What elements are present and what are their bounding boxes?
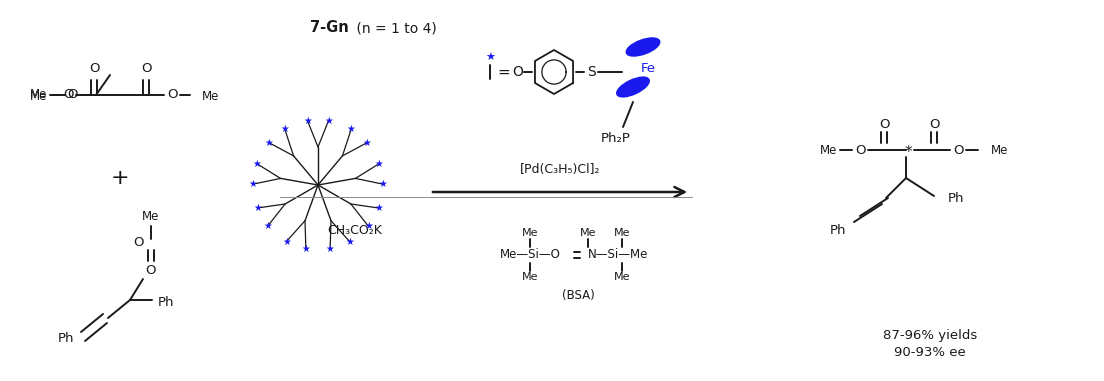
Text: ★: ★ — [253, 158, 262, 169]
Text: ★: ★ — [326, 244, 335, 254]
Text: O: O — [928, 118, 940, 131]
Text: ★: ★ — [264, 221, 273, 231]
Text: ★: ★ — [485, 53, 495, 63]
Text: ★: ★ — [374, 203, 383, 213]
Text: O: O — [512, 65, 523, 79]
Text: ★: ★ — [363, 138, 371, 148]
Text: O: O — [67, 88, 78, 101]
Text: Me: Me — [614, 272, 630, 282]
Text: Me: Me — [522, 272, 539, 282]
Text: ★: ★ — [323, 116, 332, 126]
Ellipse shape — [626, 38, 659, 56]
Text: ★: ★ — [304, 116, 312, 126]
Text: Me: Me — [142, 210, 160, 223]
Text: O: O — [879, 118, 889, 131]
Text: O: O — [89, 62, 100, 75]
Text: S: S — [587, 65, 596, 79]
Text: N—Si—Me: N—Si—Me — [588, 248, 648, 261]
Text: ★: ★ — [347, 124, 355, 134]
Text: ★: ★ — [301, 244, 310, 254]
Text: ★: ★ — [379, 179, 388, 189]
Text: ★: ★ — [364, 221, 373, 231]
Text: Me: Me — [991, 144, 1008, 157]
Text: ★: ★ — [253, 203, 262, 213]
Text: O: O — [167, 88, 178, 101]
Text: Me: Me — [614, 228, 630, 238]
Text: ★: ★ — [248, 179, 257, 189]
Text: O: O — [146, 264, 157, 277]
Text: O: O — [953, 144, 964, 157]
Text: Ph: Ph — [57, 331, 74, 344]
Text: Ph₂P: Ph₂P — [601, 133, 631, 146]
Text: *: * — [904, 144, 912, 160]
Text: 87-96% yields: 87-96% yields — [883, 328, 977, 341]
Text: (n = 1 to 4): (n = 1 to 4) — [352, 21, 437, 35]
Text: Me: Me — [580, 228, 596, 238]
Text: Me: Me — [30, 91, 47, 104]
Text: Ph: Ph — [947, 192, 964, 205]
Text: O: O — [134, 237, 145, 250]
Text: =: = — [498, 64, 510, 80]
Text: Me: Me — [202, 91, 220, 104]
Text: [Pd(C₃H₅)Cl]₂: [Pd(C₃H₅)Cl]₂ — [520, 163, 601, 176]
Text: ★: ★ — [265, 138, 274, 148]
Text: ★: ★ — [346, 237, 354, 247]
Text: 90-93% ee: 90-93% ee — [894, 346, 966, 360]
Text: Me: Me — [820, 144, 837, 157]
Ellipse shape — [617, 77, 649, 97]
Text: Me—Si—O: Me—Si—O — [500, 248, 561, 261]
Text: O: O — [63, 88, 73, 101]
Text: Fe: Fe — [640, 62, 656, 75]
Text: ★: ★ — [375, 158, 383, 169]
Text: Me: Me — [30, 88, 47, 101]
Text: O: O — [854, 144, 866, 157]
Text: Me: Me — [522, 228, 539, 238]
Text: CH₃CO₂K: CH₃CO₂K — [328, 224, 382, 237]
Text: Ph: Ph — [830, 224, 847, 237]
Text: +: + — [110, 168, 129, 188]
Text: Ph: Ph — [158, 296, 174, 309]
Text: (BSA): (BSA) — [562, 288, 594, 301]
Text: 7-Gn: 7-Gn — [310, 21, 349, 35]
Text: O: O — [141, 62, 152, 75]
Text: ★: ★ — [282, 237, 290, 247]
Text: ★: ★ — [280, 124, 289, 134]
